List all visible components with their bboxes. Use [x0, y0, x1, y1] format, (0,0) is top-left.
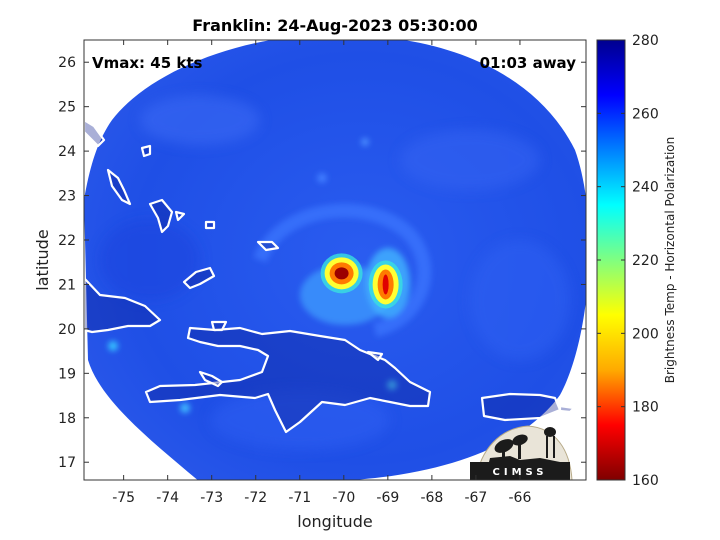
x-axis: -75 -74 -73 -72 -71 -70 -69 -68 -67 -66 — [112, 40, 531, 506]
x-tick-label: -75 — [112, 490, 135, 506]
coastline-inagua — [182, 266, 216, 290]
coastline-hispaniola — [144, 326, 432, 434]
y-tick-label: 20 — [58, 322, 76, 338]
coastline-island-6 — [204, 220, 216, 230]
x-tick-label: -68 — [420, 490, 443, 506]
colorbar-tick-label: 220 — [632, 253, 659, 269]
coastlines — [84, 118, 576, 434]
y-axis-label: latitude — [33, 229, 52, 290]
time-away-annotation: 01:03 away — [480, 54, 577, 72]
coastline-island-10 — [366, 350, 384, 362]
x-tick-label: -66 — [509, 490, 532, 506]
x-tick-label: -74 — [156, 490, 179, 506]
coastline-gonave — [198, 370, 224, 388]
coastline-island-7 — [174, 210, 186, 222]
coastline-island-9 — [210, 320, 228, 332]
coastline-cuba — [84, 276, 162, 334]
coastline-island-2 — [256, 240, 280, 252]
coastline-island-4 — [84, 118, 106, 148]
y-tick-label: 21 — [58, 277, 76, 293]
core-center — [334, 267, 349, 280]
x-tick-label: -73 — [200, 490, 223, 506]
y-tick-label: 19 — [58, 366, 76, 382]
colorbar-tick-label: 240 — [632, 180, 659, 196]
x-tick-label: -70 — [332, 490, 355, 506]
colorbar-tick-label: 280 — [632, 33, 659, 49]
y-tick-label: 17 — [58, 455, 76, 471]
y-tick-label: 25 — [58, 100, 76, 116]
y-tick-label: 23 — [58, 189, 76, 205]
colorbar-ticks: 160 180 200 220 240 260 280 — [597, 33, 659, 489]
colorbar-tick-label: 200 — [632, 326, 659, 342]
x-axis-label: longitude — [297, 512, 372, 531]
x-tick-label: -71 — [288, 490, 311, 506]
y-tick-label: 18 — [58, 411, 76, 427]
coastline-island-1 — [148, 198, 174, 234]
x-tick-label: -69 — [376, 490, 399, 506]
convective-cores — [320, 253, 403, 309]
vmax-annotation: Vmax: 45 kts — [92, 54, 202, 72]
x-tick-label: -72 — [244, 490, 267, 506]
x-tick-label: -67 — [464, 490, 487, 506]
colorbar-bar — [596, 39, 626, 481]
colorbar-tick-label: 160 — [632, 473, 659, 489]
y-tick-label: 22 — [58, 233, 76, 249]
core-center — [382, 274, 389, 295]
cimss-logo: CIMSS — [470, 425, 573, 480]
coastline-island-3 — [106, 168, 132, 206]
colorbar-tick-label: 260 — [632, 106, 659, 122]
coastline-island-8 — [558, 404, 576, 414]
colorbar: 160 180 200 220 240 260 280 Brightness Temp - … — [596, 33, 677, 489]
colorbar-label: Brightness Temp - Horizontal Polarizatio… — [663, 137, 677, 384]
plot-area: CIMSS — [84, 40, 586, 480]
colorbar-tick-label: 180 — [632, 400, 659, 416]
coastline-island-5 — [140, 144, 152, 158]
chart-title: Franklin: 24-Aug-2023 05:30:00 — [192, 16, 477, 35]
y-axis: 17 18 19 20 21 22 23 24 25 26 — [58, 55, 586, 471]
cimss-logo-text: CIMSS — [493, 467, 548, 478]
plot-frame — [83, 39, 587, 481]
y-tick-label: 26 — [58, 55, 76, 71]
y-tick-label: 24 — [58, 144, 76, 160]
scattered-spots — [108, 138, 397, 413]
